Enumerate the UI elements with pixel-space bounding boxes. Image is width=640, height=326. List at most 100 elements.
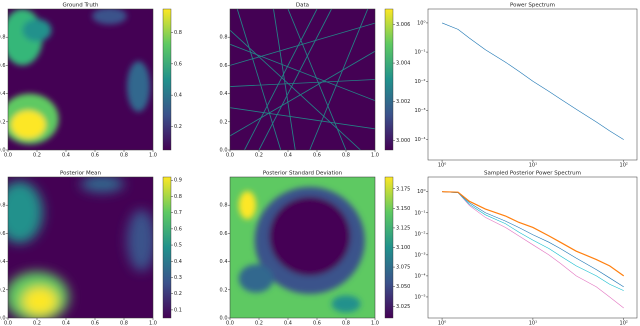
x-tick-label: 0.6 [91,153,99,159]
x-tick-label: 10⁰ [438,163,446,169]
y-tick-label: 10⁻³ [414,108,425,114]
y-tick-label: 0.4 [220,259,228,265]
x-tick-label: 0.2 [255,321,263,326]
colorbar-tick-label: 0.8 [174,194,182,200]
y-tick-label: 0.6 [0,231,6,237]
x-tick-label: 0.8 [120,321,128,326]
y-tick-label: 0.0 [0,148,6,154]
colorbar-tick-label: 3.150 [396,206,410,212]
y-tick-label: 0.4 [0,91,6,97]
y-tick-label: 10⁻¹ [414,210,425,216]
y-tick-label: 10⁻¹ [414,50,425,56]
colorbar-tick-label: 3.125 [396,225,410,231]
colorbar-tick-label: 3.175 [396,186,410,192]
y-tick-label: 10⁰ [417,189,425,195]
x-tick-label: 1.0 [371,153,379,159]
colorbar-tick-label: 3.050 [396,284,410,290]
x-tick-label: 1.0 [371,321,379,326]
x-tick-label: 0.2 [255,153,263,159]
colorbar-tick-label: 3.004 [396,61,410,67]
y-tick-label: 0.2 [220,287,228,293]
colorbar-tick-label: 0.7 [174,210,182,216]
chart-title: Data [296,3,309,9]
y-tick-label: 10⁻⁴ [414,273,425,279]
x-tick-label: 0.6 [313,153,321,159]
colorbar [162,176,172,319]
y-tick-label: 10⁻² [414,79,425,85]
axes-frame [229,176,376,319]
y-tick-label: 10⁻⁵ [414,294,425,300]
colorbar-tick-label: 3.025 [396,304,410,310]
y-tick-label: 0.2 [0,119,6,125]
x-tick-label: 1.0 [149,321,157,326]
x-tick-label: 0.4 [62,321,70,326]
colorbar-tick-label: 0.4 [174,259,182,265]
y-tick-label: 0.2 [220,119,228,125]
y-tick-label: 0.6 [220,63,228,69]
series-line [442,191,624,309]
axes-frame [229,8,376,151]
colorbar-tick-label: 0.8 [174,30,182,36]
series-line [441,22,624,140]
heatmap-image [8,177,153,318]
colorbar-tick-label: 3.100 [396,245,410,251]
y-tick-label: 0.8 [220,203,228,209]
x-tick-label: 10¹ [529,163,537,169]
chart-title: Ground Truth [63,3,99,9]
y-tick-label: 0.8 [0,203,6,209]
y-tick-label: 0.4 [0,259,6,265]
colorbar-tick-label: 3.000 [396,138,410,144]
colorbar-tick-label: 0.2 [174,124,182,130]
x-tick-label: 0.6 [91,321,99,326]
chart-title: Posterior Standard Deviation [263,171,343,177]
x-tick-label: 1.0 [149,153,157,159]
x-tick-label: 0.2 [33,321,41,326]
y-tick-label: 0.8 [220,35,228,41]
x-tick-label: 0.0 [226,153,234,159]
x-tick-label: 10¹ [529,321,537,326]
y-tick-label: 0.6 [220,231,228,237]
chart-title: Power Spectrum [510,3,555,9]
y-tick-label: 0.0 [220,148,228,154]
colorbar-tick-label: 0.1 [174,307,182,313]
y-tick-label: 10⁻³ [414,252,425,258]
x-tick-label: 10² [620,163,628,169]
heatmap-image [230,9,375,150]
colorbar-tick-label: 3.075 [396,265,410,271]
y-tick-label: 0.0 [0,316,6,322]
y-tick-label: 10⁻² [414,231,425,237]
axes-frame [7,176,154,319]
colorbar [384,176,394,319]
series-line [442,191,624,291]
y-tick-label: 0.4 [220,91,228,97]
y-tick-label: 10⁰ [417,20,425,26]
x-tick-label: 0.0 [4,153,12,159]
x-tick-label: 0.6 [313,321,321,326]
x-tick-label: 0.0 [4,321,12,326]
colorbar-tick-label: 0.2 [174,291,182,297]
axes-frame [7,8,154,151]
colorbar [162,8,172,151]
colorbar-tick-label: 0.6 [174,226,182,232]
heatmap-image [8,9,153,150]
x-tick-label: 0.8 [120,153,128,159]
heatmap-image [230,177,375,318]
x-tick-label: 0.4 [284,153,292,159]
colorbar-tick-label: 3.006 [396,22,410,28]
colorbar-tick-label: 0.3 [174,275,182,281]
colorbar-tick-label: 0.5 [174,243,182,249]
colorbar-tick-label: 0.9 [174,178,182,184]
series-line [442,191,625,277]
x-tick-label: 0.4 [62,153,70,159]
x-tick-label: 10⁰ [438,321,446,326]
x-tick-label: 0.8 [342,321,350,326]
colorbar-tick-label: 0.4 [174,93,182,99]
x-tick-label: 0.0 [226,321,234,326]
y-tick-label: 0.2 [0,287,6,293]
x-tick-label: 0.8 [342,153,350,159]
y-tick-label: 10⁻⁴ [414,137,425,143]
x-tick-label: 0.4 [284,321,292,326]
colorbar-tick-label: 0.6 [174,61,182,67]
y-tick-label: 0.0 [220,316,228,322]
